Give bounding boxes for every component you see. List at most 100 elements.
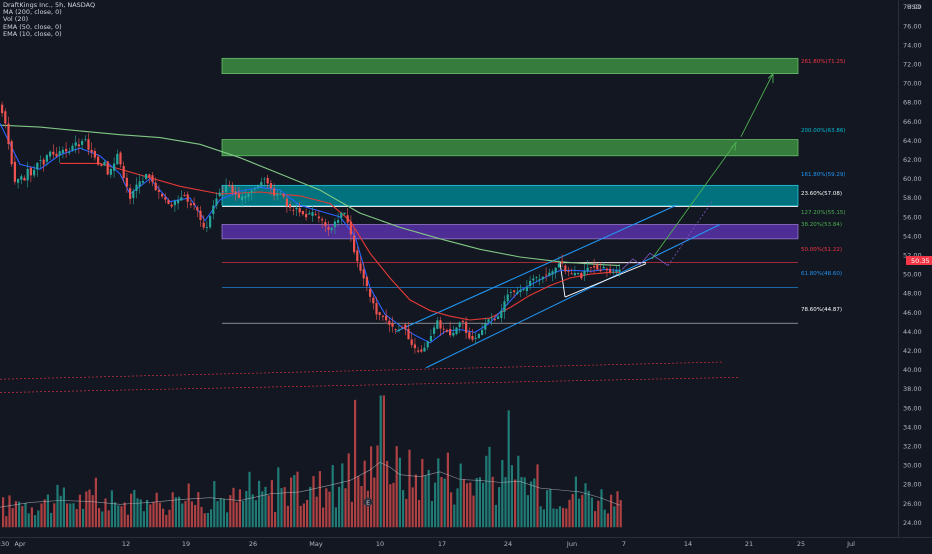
- volume-bar: [386, 460, 389, 528]
- earnings-marker[interactable]: E: [363, 497, 373, 507]
- earnings-icon[interactable]: [363, 497, 373, 507]
- volume-bar: [504, 477, 507, 528]
- candle-body: [449, 329, 452, 336]
- volume-bar: [373, 477, 376, 528]
- volume-bar: [251, 494, 254, 528]
- candle-body: [324, 222, 327, 227]
- candle-body: [548, 272, 551, 276]
- price-tick-label: 56.00: [903, 213, 922, 221]
- volume-bar: [286, 505, 289, 528]
- last-price-label: 50.35: [911, 257, 930, 265]
- candle-body: [247, 193, 250, 197]
- candle-body: [145, 174, 148, 179]
- candle-body: [529, 280, 532, 286]
- candle-body: [93, 150, 96, 158]
- time-axis[interactable]: 8:30 Apr 12 19 26 May 10 17 24 Jun 7 14 21 25 Jul: [0, 540, 855, 548]
- candle-body: [183, 194, 186, 197]
- candle-body: [157, 189, 160, 192]
- candle-body: [439, 320, 442, 329]
- legend-ma200[interactable]: MA (200, close, 0): [3, 8, 62, 17]
- candle-body: [106, 161, 109, 175]
- candle-body: [113, 163, 116, 171]
- volume-bar: [597, 500, 600, 528]
- fib-label-382: 38.20%(53.84): [801, 222, 842, 228]
- candle-body: [596, 264, 599, 270]
- volume-bar: [590, 497, 593, 528]
- price-tick-label: 64.00: [903, 137, 922, 145]
- candle-body: [481, 329, 484, 335]
- legend-symbol[interactable]: DraftKings Inc., 5h, NASDAQ: [3, 1, 96, 9]
- candle-body: [612, 271, 615, 273]
- fib-label-236: 23.60%(57.08): [801, 191, 842, 197]
- candle-body: [593, 265, 596, 268]
- candle-body: [564, 265, 567, 272]
- candle-body: [154, 182, 157, 191]
- legend-volume[interactable]: Vol (20): [3, 15, 29, 24]
- candle-body: [244, 196, 247, 199]
- volume-bar: [341, 463, 344, 528]
- candle-body: [586, 267, 589, 272]
- candle-body: [321, 219, 324, 221]
- volume-bar: [238, 489, 241, 528]
- candle-body: [42, 159, 45, 165]
- volume-bar: [421, 458, 424, 528]
- legend-ema50[interactable]: EMA (50, close, 0): [3, 22, 62, 31]
- candle-body: [209, 215, 212, 228]
- zone-1618: [221, 184, 799, 206]
- candle-body: [401, 327, 404, 329]
- candle-body: [77, 144, 80, 147]
- volume-bar: [350, 501, 353, 528]
- volume-bar: [136, 498, 139, 528]
- candles-layer: [1, 101, 621, 354]
- candle-body: [74, 142, 77, 146]
- candle-body: [170, 204, 173, 207]
- volume-bar: [2, 497, 5, 528]
- price-axis[interactable]: 78.00 76.00 74.00 72.00 70.00 68.00 66.00 64.00…: [903, 3, 922, 527]
- price-tick-label: 78.00: [903, 3, 922, 11]
- volume-bar: [584, 483, 587, 528]
- candle-body: [445, 330, 448, 332]
- candle-body: [103, 161, 106, 166]
- candle-body: [538, 279, 541, 280]
- candle-body: [513, 290, 516, 292]
- volume-bar: [126, 514, 129, 528]
- candle-body: [413, 344, 416, 349]
- candle-body: [292, 210, 295, 211]
- volume-bar: [318, 471, 321, 528]
- volume-bar: [424, 475, 427, 528]
- time-tick-label: 12: [122, 540, 130, 548]
- arrowhead-icon: [767, 72, 774, 84]
- volume-bar: [334, 507, 337, 528]
- volume-bar: [408, 449, 411, 528]
- volume-bar: [66, 503, 69, 528]
- candle-body: [65, 148, 68, 152]
- candle-body: [87, 139, 90, 150]
- volume-bar: [306, 499, 309, 528]
- candle-body: [493, 319, 496, 321]
- volume-bar: [226, 512, 229, 528]
- volume-bar: [139, 499, 142, 528]
- volume-bar: [501, 459, 504, 528]
- candle-body: [567, 271, 570, 272]
- candle-body: [84, 139, 87, 141]
- candle-body: [599, 269, 602, 272]
- candle-body: [378, 312, 381, 316]
- volume-bar: [360, 486, 363, 528]
- candle-body: [122, 165, 125, 179]
- candle-body: [125, 177, 128, 187]
- volume-bar: [494, 504, 497, 528]
- volume-bar: [539, 506, 542, 528]
- price-tick-label: 68.00: [903, 99, 922, 107]
- target-arrow-1: [651, 142, 737, 260]
- volume-bar: [98, 508, 101, 528]
- price-tick-label: 66.00: [903, 118, 922, 126]
- fib-label-50: 50.00%(51.22): [801, 247, 842, 253]
- volume-bar: [331, 465, 334, 528]
- volume-bar: [613, 506, 616, 528]
- price-tick-label: 50.00: [903, 271, 922, 279]
- volume-bar: [594, 511, 597, 528]
- time-tick-label: 17: [438, 540, 446, 548]
- legend-ema10[interactable]: EMA (10, close, 0): [3, 29, 62, 38]
